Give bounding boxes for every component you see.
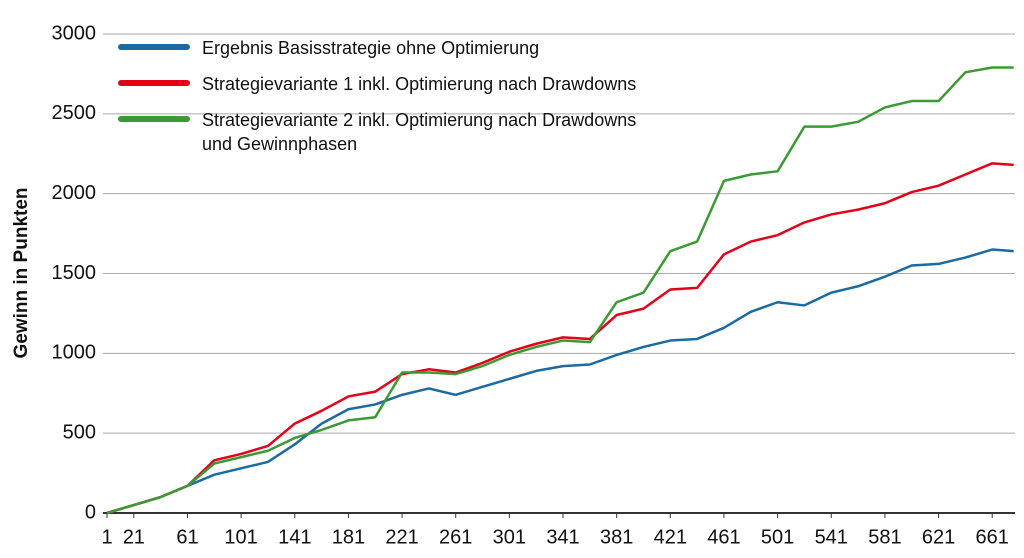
y-tick-label: 1000 [52,342,97,364]
series-line [106,248,1014,515]
legend-item: Strategievariante 1 inkl. Optimierung na… [118,72,636,96]
y-tick-label: 1500 [52,262,97,284]
legend-swatch [118,44,190,50]
x-tick-label: 421 [654,526,687,548]
x-tick-label: 461 [707,526,740,548]
x-tick-label: 141 [278,526,311,548]
legend-label: Strategievariante 1 inkl. Optimierung na… [202,74,637,94]
x-tick-label: 621 [922,526,955,548]
legend-label: Strategievariante 2 inkl. Optimierung na… [202,110,637,154]
x-tick-label: 261 [439,526,472,548]
x-tick-label: 381 [600,526,633,548]
y-tick-label: 3000 [52,22,97,44]
series-line [106,162,1014,515]
legend-swatch [118,80,190,86]
x-tick-label: 101 [224,526,257,548]
x-tick-label: 501 [761,526,794,548]
y-tick-label: 0 [85,501,96,523]
x-tick-label: 661 [976,526,1009,548]
legend-label: Ergebnis Basisstrategie ohne Optimierung [202,38,540,58]
x-tick-label: 581 [868,526,901,548]
series-line [106,66,1014,515]
y-tick-label: 2000 [52,182,97,204]
x-tick-label: 221 [385,526,418,548]
y-tick-label: 2500 [52,102,97,124]
y-tick-label: 500 [63,421,96,443]
y-axis-label: Gewinn in Punkten [11,187,32,358]
legend-swatch [118,116,190,122]
legend-item: Strategievariante 2 inkl. Optimierung na… [118,108,636,156]
legend-item: Ergebnis Basisstrategie ohne Optimierung [118,36,636,60]
x-tick-label: 61 [176,526,198,548]
x-tick-label: 181 [332,526,365,548]
legend: Ergebnis Basisstrategie ohne Optimierung… [118,36,636,168]
x-tick-label: 301 [493,526,526,548]
x-tick-label: 541 [815,526,848,548]
x-tick-label: 341 [546,526,579,548]
x-tick-label: 21 [123,526,145,548]
x-tick-label: 1 [101,526,112,548]
